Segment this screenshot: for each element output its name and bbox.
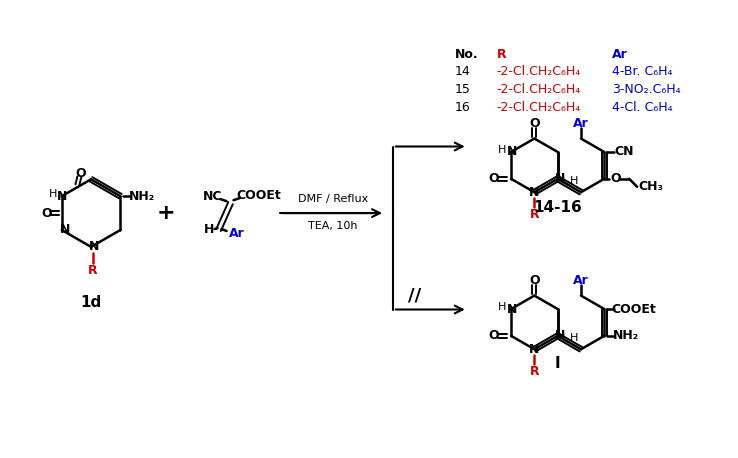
Text: O: O (529, 274, 539, 287)
Text: R: R (530, 365, 539, 378)
Text: H: H (498, 302, 506, 312)
Text: H: H (204, 224, 214, 236)
Text: N: N (89, 240, 99, 253)
Text: +: + (156, 203, 175, 223)
Text: No.: No. (455, 48, 478, 60)
Text: H: H (570, 176, 578, 186)
Text: I: I (555, 356, 560, 371)
Text: R: R (89, 264, 98, 277)
Text: -2-Cl.CH₂C₆H₄: -2-Cl.CH₂C₆H₄ (497, 65, 581, 78)
Text: -2-Cl.CH₂C₆H₄: -2-Cl.CH₂C₆H₄ (497, 101, 581, 114)
Text: O: O (529, 117, 539, 130)
Text: COOEt: COOEt (612, 303, 657, 316)
Text: O: O (489, 329, 500, 342)
Text: //: // (408, 287, 421, 305)
Text: R: R (497, 48, 506, 60)
Text: N: N (60, 224, 70, 236)
Text: O: O (41, 207, 52, 219)
Text: TEA, 10h: TEA, 10h (308, 221, 357, 231)
Text: 4-Cl. C₆H₄: 4-Cl. C₆H₄ (612, 101, 673, 114)
Text: CH₃: CH₃ (638, 180, 663, 193)
Text: -2-Cl.CH₂C₆H₄: -2-Cl.CH₂C₆H₄ (497, 83, 581, 96)
Text: 3-NO₂.C₆H₄: 3-NO₂.C₆H₄ (612, 83, 680, 96)
Text: H: H (498, 145, 506, 155)
Text: N: N (529, 343, 539, 356)
Text: R: R (530, 207, 539, 221)
Text: 4-Br. C₆H₄: 4-Br. C₆H₄ (612, 65, 672, 78)
Text: O: O (610, 172, 621, 185)
Text: 15: 15 (455, 83, 471, 96)
Text: Ar: Ar (229, 228, 244, 240)
Text: Ar: Ar (612, 48, 628, 60)
Text: NC: NC (203, 190, 222, 203)
Text: 14: 14 (455, 65, 470, 78)
Text: H: H (570, 333, 578, 343)
Text: 1d: 1d (80, 295, 102, 310)
Text: N: N (57, 190, 67, 203)
Text: Ar: Ar (573, 117, 589, 130)
Text: NH₂: NH₂ (129, 190, 156, 203)
Text: N: N (554, 172, 565, 185)
Text: N: N (507, 303, 517, 316)
Text: N: N (554, 329, 565, 342)
Text: Ar: Ar (573, 274, 589, 287)
Text: 16: 16 (455, 101, 470, 114)
Text: DMF / Reflux: DMF / Reflux (297, 194, 368, 204)
Text: NH₂: NH₂ (613, 329, 639, 342)
Text: CN: CN (615, 146, 634, 158)
Text: O: O (489, 172, 500, 185)
Text: N: N (529, 186, 539, 199)
Text: O: O (75, 167, 86, 180)
Text: 14-16: 14-16 (534, 200, 582, 215)
Text: H: H (49, 189, 57, 199)
Text: N: N (507, 146, 517, 158)
Text: COOEt: COOEt (236, 189, 280, 202)
